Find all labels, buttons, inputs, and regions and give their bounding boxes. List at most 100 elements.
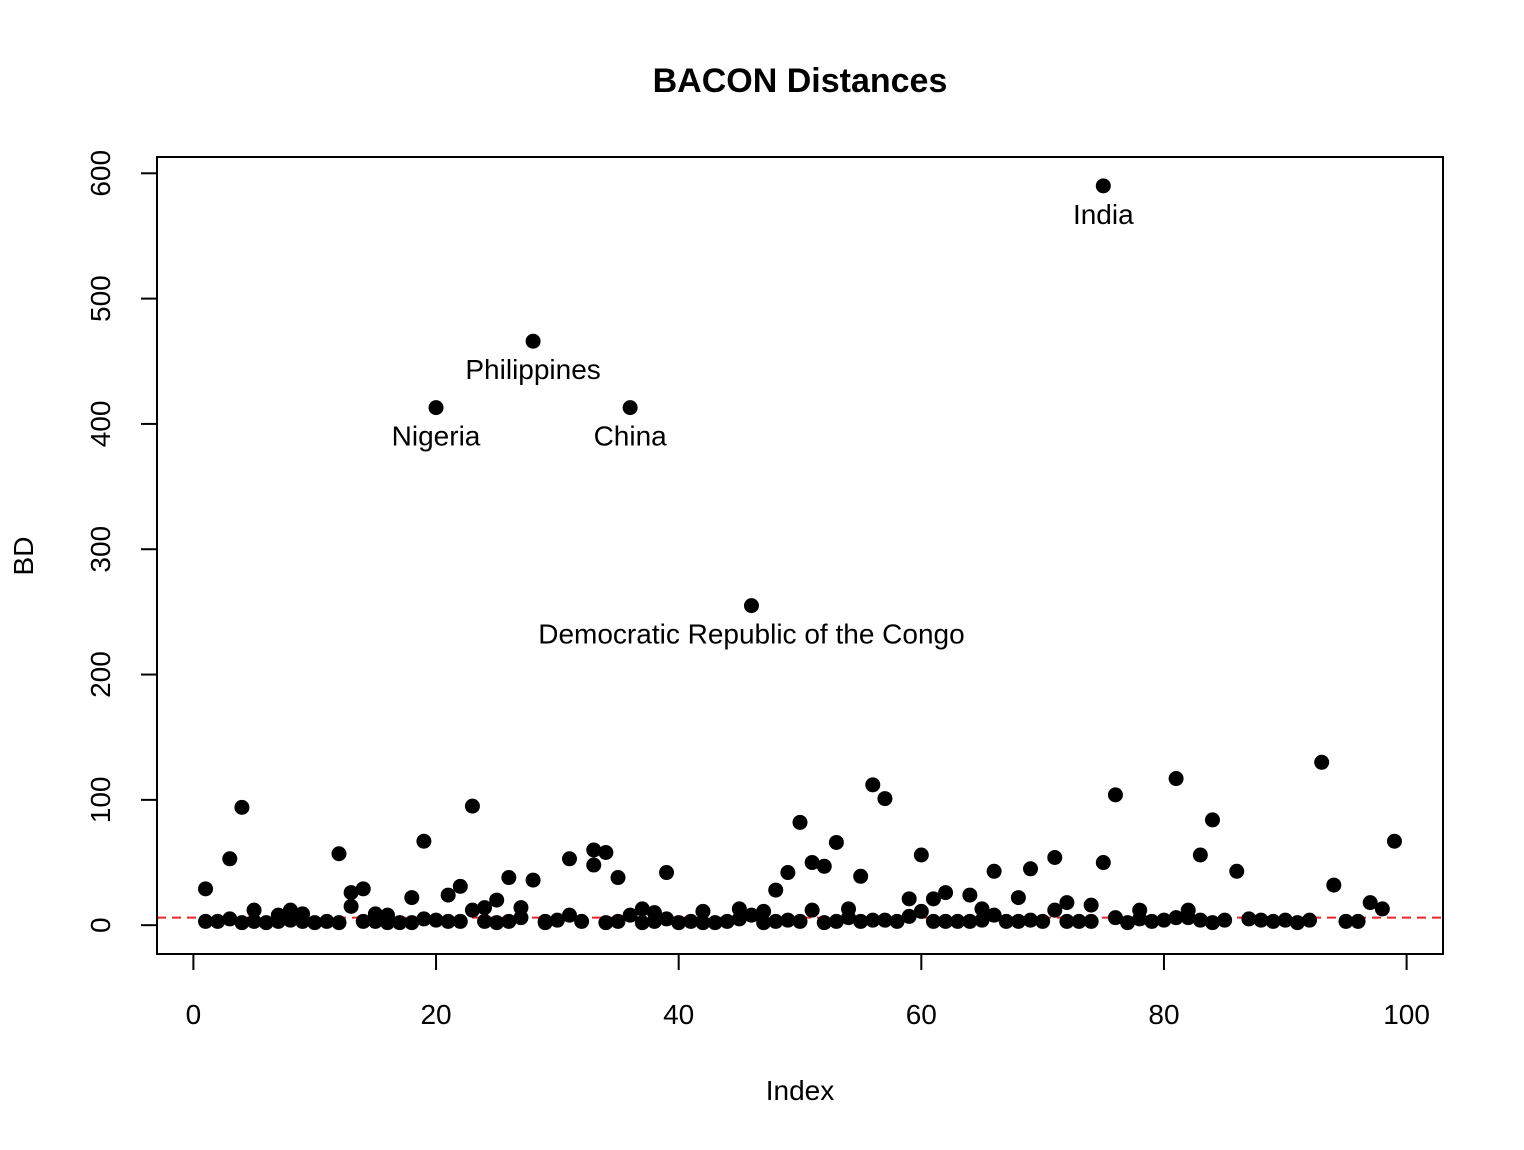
data-point <box>1095 855 1111 871</box>
y-axis: 0 100 200 300 400 500 600 <box>85 150 158 933</box>
data-point <box>768 913 784 929</box>
data-point <box>319 913 335 929</box>
data-point <box>428 912 444 928</box>
data-point <box>598 844 614 860</box>
data-point <box>1229 863 1245 879</box>
data-point <box>464 798 480 814</box>
data-point <box>877 791 893 807</box>
x-axis: 0 20 40 60 80 100 <box>186 953 1430 1030</box>
data-point <box>1047 850 1063 866</box>
y-tick-label: 200 <box>85 651 116 698</box>
data-point <box>501 913 517 929</box>
data-point <box>222 911 238 927</box>
data-point <box>634 915 650 931</box>
data-point <box>1144 913 1160 929</box>
data-point <box>416 833 432 849</box>
data-point <box>671 915 687 931</box>
y-tick-label: 500 <box>85 275 116 322</box>
data-point <box>1386 833 1402 849</box>
data-point <box>477 913 493 929</box>
data-point <box>865 777 881 793</box>
data-point <box>901 891 917 907</box>
data-point <box>1132 902 1148 918</box>
data-point <box>780 865 796 881</box>
data-point <box>901 908 917 924</box>
data-point <box>1217 912 1233 928</box>
data-point <box>234 799 250 815</box>
data-point <box>295 906 311 922</box>
data-point <box>804 902 820 918</box>
data-point <box>1059 913 1075 929</box>
data-point <box>1362 895 1378 911</box>
data-point <box>525 333 541 349</box>
data-point <box>234 915 250 931</box>
data-point <box>380 907 396 923</box>
data-point <box>731 901 747 917</box>
data-point <box>258 915 274 931</box>
data-point <box>1047 902 1063 918</box>
data-point <box>1010 890 1026 906</box>
chart-title: BACON Distances <box>653 62 948 100</box>
x-tick-label: 0 <box>186 999 202 1030</box>
data-point <box>877 912 893 928</box>
data-point <box>246 913 262 929</box>
data-point <box>343 898 359 914</box>
data-point <box>889 913 905 929</box>
data-point <box>683 913 699 929</box>
data-point <box>1095 178 1111 194</box>
data-point <box>792 913 808 929</box>
data-point <box>938 913 954 929</box>
data-point <box>828 913 844 929</box>
data-point <box>586 857 602 873</box>
data-point <box>756 903 772 919</box>
data-point <box>404 915 420 931</box>
data-point <box>440 913 456 929</box>
data-point <box>270 907 286 923</box>
data-point <box>1035 913 1051 929</box>
data-point <box>1071 913 1087 929</box>
x-tick-label: 20 <box>420 999 451 1030</box>
x-axis-label: Index <box>766 1075 835 1106</box>
data-point <box>513 900 529 916</box>
y-tick-label: 600 <box>85 150 116 197</box>
data-point <box>913 903 929 919</box>
points-layer <box>198 178 1402 931</box>
data-point <box>695 915 711 931</box>
data-point <box>853 913 869 929</box>
data-point <box>853 868 869 884</box>
data-point <box>962 887 978 903</box>
data-point <box>1107 787 1123 803</box>
data-point <box>586 842 602 858</box>
data-point <box>1374 901 1390 917</box>
data-point <box>282 902 298 918</box>
data-point <box>1083 897 1099 913</box>
data-point <box>489 892 505 908</box>
data-point <box>938 885 954 901</box>
data-point <box>452 913 468 929</box>
data-point <box>610 870 626 886</box>
data-point <box>756 915 772 931</box>
plot-frame <box>156 156 1444 955</box>
data-point <box>659 911 675 927</box>
data-point <box>1326 877 1342 893</box>
data-point <box>1350 913 1366 929</box>
data-point <box>331 846 347 862</box>
data-point <box>343 885 359 901</box>
data-point <box>355 913 371 929</box>
data-point <box>1083 913 1099 929</box>
data-point <box>719 913 735 929</box>
data-point <box>986 863 1002 879</box>
data-point <box>392 915 408 931</box>
data-point <box>428 400 444 416</box>
data-point <box>780 912 796 928</box>
data-point <box>816 858 832 874</box>
data-point <box>561 851 577 867</box>
annotation-layer: India Philippines Nigeria China Democratic R… <box>392 199 1134 650</box>
data-point <box>622 400 638 416</box>
data-point <box>331 915 347 931</box>
data-point <box>707 915 723 931</box>
data-point <box>1010 913 1026 929</box>
data-point <box>1192 912 1208 928</box>
data-point <box>1107 910 1123 926</box>
